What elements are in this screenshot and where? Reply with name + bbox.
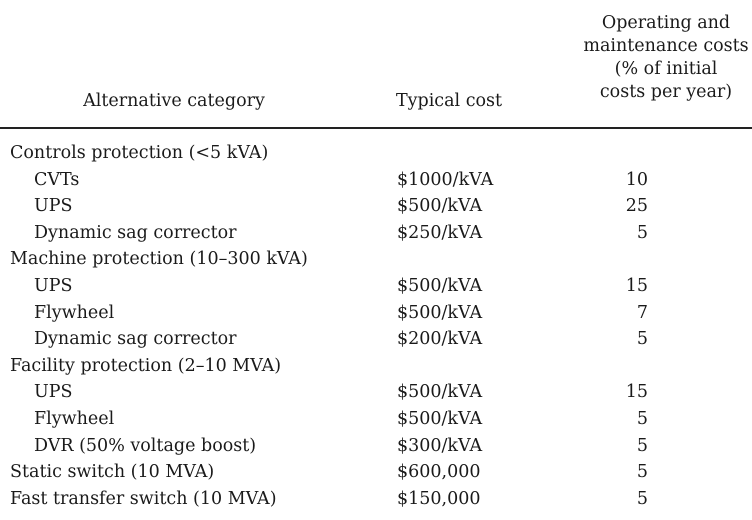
category-cell: Controls protection (<5 kVA): [10, 143, 269, 163]
category-cell: Machine protection (10–300 kVA): [10, 249, 308, 270]
table-row: DVR (50% voltage boost) $300/kVA 5: [0, 433, 752, 460]
category-cell: Static switch (10 MVA): [10, 462, 215, 483]
category-cell: DVR (50% voltage boost): [34, 435, 257, 456]
typical-cost-cell: $500/kVA: [397, 382, 483, 403]
header-rule: [0, 127, 752, 129]
table-row: UPS $500/kVA 15: [0, 379, 752, 406]
category-cell: Dynamic sag corrector: [34, 222, 237, 243]
om-cost-cell: 15: [625, 275, 648, 296]
table-body: Controls protection (<5 kVA) CVTs $1000/kV…: [0, 140, 752, 512]
table-group-row: Machine protection (10–300 kVA): [0, 246, 752, 273]
table-row: UPS $500/kVA 15: [0, 273, 752, 300]
om-cost-cell: 10: [625, 169, 648, 190]
om-cost-cell: 15: [625, 382, 648, 403]
typical-cost-cell: $250/kVA: [397, 222, 483, 243]
typical-cost-cell: $500/kVA: [397, 302, 483, 323]
om-cost-cell: 5: [636, 488, 648, 509]
table-row: CVTs $1000/kVA 10: [0, 167, 752, 194]
typical-cost-cell: $1000/kVA: [397, 169, 494, 190]
category-cell: UPS: [34, 382, 73, 403]
table-row: UPS $500/kVA 25: [0, 193, 752, 220]
category-cell: UPS: [34, 275, 73, 296]
category-cell: Fast transfer switch (10 MVA): [10, 488, 277, 509]
om-cost-cell: 25: [625, 196, 648, 217]
om-cost-cell: 5: [636, 222, 648, 243]
table-group-row: Static switch (10 MVA) $600,000 5: [0, 459, 752, 486]
category-cell: Dynamic sag corrector: [34, 329, 237, 350]
table-row: Flywheel $500/kVA 7: [0, 300, 752, 327]
typical-cost-cell: $300/kVA: [397, 435, 483, 456]
table-row: Dynamic sag corrector $200/kVA 5: [0, 326, 752, 353]
typical-cost-cell: $500/kVA: [397, 196, 483, 217]
header-typical-cost: Typical cost: [395, 91, 503, 111]
table-group-row: Fast transfer switch (10 MVA) $150,000 5: [0, 486, 752, 513]
category-cell: UPS: [34, 196, 73, 217]
header-om-line: maintenance costs: [583, 36, 749, 56]
category-cell: Flywheel: [34, 302, 115, 323]
om-cost-cell: 7: [636, 302, 648, 323]
om-cost-cell: 5: [636, 435, 648, 456]
table-group-row: Facility protection (2–10 MVA): [0, 353, 752, 380]
header-alternative-category: Alternative category: [83, 91, 265, 111]
typical-cost-cell: $500/kVA: [397, 275, 483, 296]
typical-cost-cell: $500/kVA: [397, 408, 483, 429]
header-om-line: (% of initial: [614, 59, 718, 79]
header-om-line: costs per year): [599, 82, 733, 102]
table-group-row: Controls protection (<5 kVA): [0, 140, 752, 167]
header-om-line: Operating and: [601, 13, 731, 33]
category-cell: Facility protection (2–10 MVA): [10, 355, 282, 376]
category-cell: Flywheel: [34, 408, 115, 429]
om-cost-cell: 5: [636, 329, 648, 350]
om-cost-cell: 5: [636, 462, 648, 483]
header-om-costs: Operating and maintenance costs (% of in…: [580, 12, 752, 104]
typical-cost-cell: $150,000: [397, 488, 481, 509]
om-cost-cell: 5: [636, 408, 648, 429]
typical-cost-cell: $600,000: [397, 462, 481, 483]
table-row: Dynamic sag corrector $250/kVA 5: [0, 220, 752, 247]
category-cell: CVTs: [34, 169, 80, 190]
typical-cost-cell: $200/kVA: [397, 329, 483, 350]
table-row: Flywheel $500/kVA 5: [0, 406, 752, 433]
